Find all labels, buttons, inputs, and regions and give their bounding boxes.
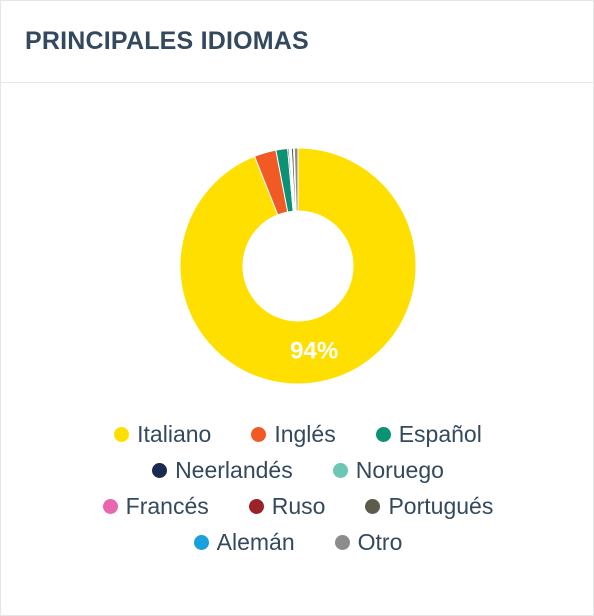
donut-chart: 94% xyxy=(179,147,417,385)
legend-label: Alemán xyxy=(216,528,295,555)
legend-marker xyxy=(114,426,130,442)
legend-marker xyxy=(152,462,168,478)
legend-marker xyxy=(365,498,381,514)
legend-item-portugues[interactable]: Portugués xyxy=(365,493,493,519)
card-header: PRINCIPALES IDIOMAS xyxy=(1,1,593,83)
legend-item-noruego[interactable]: Noruego xyxy=(332,456,444,483)
legend-item-italiano[interactable]: Italiano xyxy=(114,421,211,447)
legend-label: Inglés xyxy=(274,420,336,447)
legend-item-otro[interactable]: Otro xyxy=(334,528,403,555)
legend-marker xyxy=(332,462,348,478)
legend-label: Ruso xyxy=(271,492,326,519)
legend-item-espanol[interactable]: Español xyxy=(375,420,482,447)
card-title: PRINCIPALES IDIOMAS xyxy=(25,27,309,55)
legend-item-frances[interactable]: Francés xyxy=(102,492,209,519)
legend-label: Francés xyxy=(125,492,209,519)
legend-label: Neerlandés xyxy=(175,456,293,483)
slice-italiano[interactable] xyxy=(179,147,417,385)
legend-label: Portugués xyxy=(388,492,494,519)
legend-label: Español xyxy=(398,420,482,447)
legend-marker xyxy=(334,534,350,550)
legend-label: Noruego xyxy=(355,456,444,483)
data-label-italiano: 94% xyxy=(290,337,338,364)
legend-marker xyxy=(102,498,118,514)
legend-marker xyxy=(251,426,267,442)
legend-marker xyxy=(193,534,209,550)
legend-label: Otro xyxy=(357,528,403,555)
legend-marker xyxy=(248,498,264,514)
legend-item-neerlandes[interactable]: Neerlandés xyxy=(152,457,293,483)
chart-area: 94% xyxy=(1,84,594,424)
chart-legend: Italiano Inglés Español Neerlandés Noruego Fr… xyxy=(61,421,535,555)
legend-item-aleman[interactable]: Alemán xyxy=(193,528,295,555)
legend-item-ruso[interactable]: Ruso xyxy=(248,492,326,519)
slice-otro[interactable] xyxy=(293,147,299,212)
legend-label: Italiano xyxy=(137,420,212,447)
legend-marker xyxy=(375,426,391,442)
legend-item-ingles[interactable]: Inglés xyxy=(251,420,336,447)
